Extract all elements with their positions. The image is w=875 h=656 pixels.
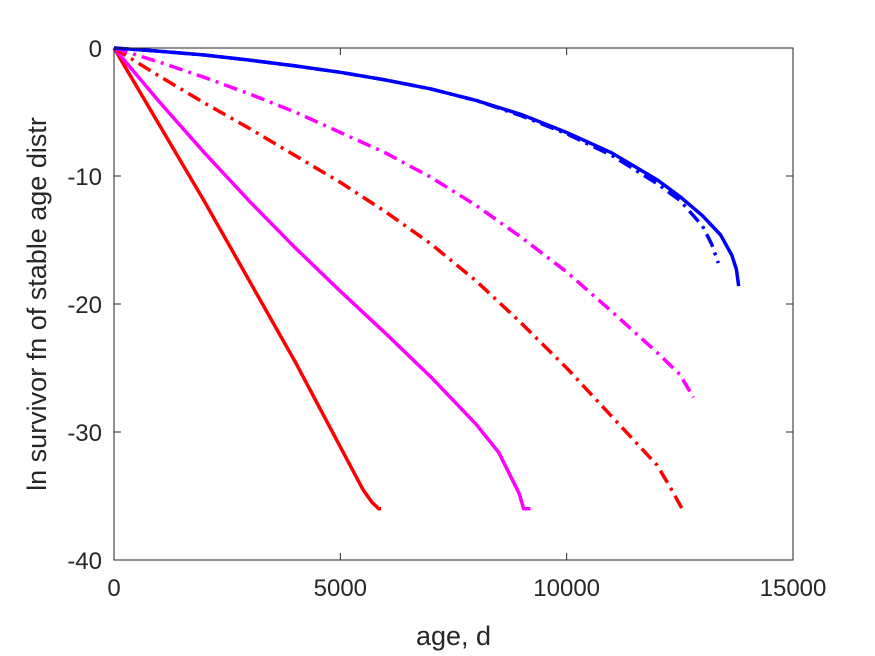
x-tick-label: 0 — [107, 575, 120, 602]
series-line-3 — [113, 46, 684, 510]
y-tick-label: -40 — [67, 548, 102, 575]
series-layer — [112, 46, 741, 511]
x-tick-label: 10000 — [533, 575, 600, 602]
y-tick-label: -10 — [67, 164, 102, 191]
y-tick-label: -20 — [67, 292, 102, 319]
x-axis-label: age, d — [416, 621, 491, 651]
series-line-2 — [112, 46, 531, 511]
x-tick-label: 15000 — [760, 575, 827, 602]
y-tick-label: -30 — [67, 420, 102, 447]
series-line-6 — [113, 46, 741, 287]
series-line-1 — [112, 47, 382, 511]
y-axis-label: ln survivor fn of stable age distr — [22, 117, 52, 491]
ticks-layer: 0 5000 10000 15000 0 -10 -20 -30 -40 — [67, 36, 826, 602]
series-line-4 — [113, 46, 695, 399]
plot-area-box — [113, 47, 794, 561]
x-tick-label: 5000 — [314, 575, 367, 602]
y-tick-label: 0 — [89, 36, 102, 63]
